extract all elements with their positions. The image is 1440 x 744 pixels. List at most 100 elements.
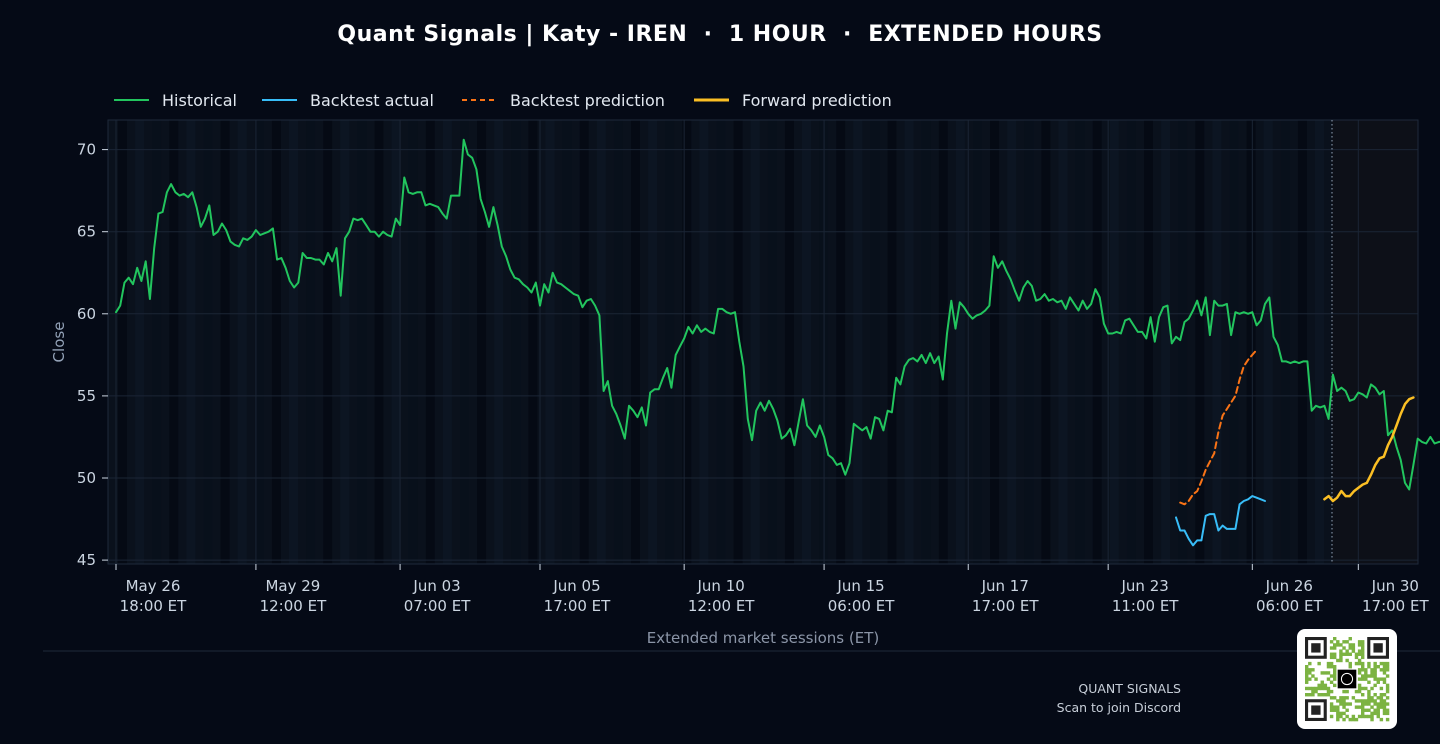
session-band (152, 120, 162, 564)
qr-module (1361, 661, 1365, 666)
session-band (648, 120, 658, 564)
qr-module (1336, 643, 1340, 647)
qr-module (1373, 702, 1377, 706)
session-band (716, 120, 726, 564)
qr-module (1370, 711, 1374, 716)
qr-module (1333, 643, 1337, 647)
footer-brand: QUANT SIGNALS (1078, 681, 1181, 696)
qr-module (1342, 652, 1346, 656)
session-band (990, 120, 1000, 564)
session-band (374, 120, 384, 564)
qr-module (1361, 655, 1365, 660)
qr-module (1308, 671, 1312, 675)
session-band (613, 120, 623, 564)
y-tick-label: 60 (77, 305, 96, 323)
qr-module (1320, 680, 1324, 684)
qr-module (1376, 696, 1380, 700)
session-band (254, 120, 264, 564)
session-band (186, 120, 196, 564)
qr-module (1370, 696, 1374, 700)
qr-module (1357, 686, 1362, 691)
qr-module (1342, 640, 1346, 644)
qr-module (1333, 652, 1337, 656)
qr-module (1361, 693, 1365, 697)
qr-module (1373, 683, 1377, 688)
qr-module (1305, 668, 1309, 672)
session-band (271, 120, 281, 564)
qr-module (1339, 643, 1343, 647)
session-band (973, 120, 982, 564)
session-band (938, 120, 948, 564)
qr-module (1345, 689, 1349, 694)
x-tick-label: Jun 05 (552, 577, 600, 595)
qr-module (1320, 693, 1324, 697)
qr-module (1320, 686, 1324, 691)
qr-module (1333, 674, 1337, 678)
qr-module (1382, 680, 1387, 684)
qr-module (1379, 705, 1384, 709)
qr-logo (1337, 669, 1357, 689)
y-tick-label: 70 (77, 141, 96, 159)
x-axis-label: Extended market sessions (ET) (647, 629, 879, 647)
session-band (1144, 120, 1153, 564)
qr-module (1385, 683, 1390, 688)
qr-module (1345, 696, 1349, 700)
qr-module (1370, 674, 1374, 678)
qr-module (1348, 665, 1352, 669)
qr-module (1385, 702, 1390, 706)
session-band (1092, 120, 1102, 564)
qr-module (1379, 661, 1384, 666)
qr-module (1333, 637, 1337, 641)
session-band (767, 120, 777, 564)
qr-code[interactable] (1297, 629, 1397, 729)
qr-module (1367, 680, 1371, 684)
qr-module (1364, 671, 1368, 675)
session-band (494, 120, 504, 564)
qr-module (1351, 646, 1356, 650)
session-band (562, 120, 572, 564)
qr-module (1382, 702, 1387, 706)
qr-module (1373, 693, 1377, 697)
qr-module (1379, 668, 1384, 672)
session-band (545, 120, 555, 564)
plot-area-border (107, 119, 1419, 565)
session-band (836, 120, 846, 564)
session-band (1024, 120, 1034, 564)
qr-module (1370, 686, 1374, 691)
qr-module (1311, 693, 1315, 697)
qr-module (1367, 699, 1371, 703)
session-band (528, 120, 538, 564)
qr-module (1382, 711, 1387, 716)
x-tick-label: 18:00 ET (120, 597, 187, 615)
session-band (203, 120, 213, 564)
session-band (237, 120, 247, 564)
qr-module (1329, 680, 1334, 684)
x-tick-label: 12:00 ET (688, 597, 755, 615)
qr-module (1361, 714, 1365, 719)
qr-module (1329, 702, 1334, 706)
qr-module (1317, 683, 1321, 688)
qr-module (1336, 714, 1340, 719)
session-band (853, 120, 863, 564)
x-tick-label: 17:00 ET (544, 597, 611, 615)
qr-module (1354, 661, 1359, 666)
qr-module (1345, 652, 1349, 656)
qr-module (1339, 714, 1343, 719)
qr-module (1348, 717, 1352, 722)
qr-module (1317, 686, 1321, 691)
x-tick-label: Jun 17 (981, 577, 1029, 595)
qr-module (1314, 689, 1318, 694)
qr-module (1308, 693, 1312, 697)
session-band (699, 120, 709, 564)
x-axis: May 26 18:00 ET May 29 12:00 ET Jun 03 07:00 … (115, 564, 1429, 615)
session-band (733, 120, 743, 564)
grid-lines (108, 120, 1418, 564)
session-band (460, 120, 469, 564)
qr-module (1336, 711, 1340, 716)
qr-module (1326, 686, 1331, 691)
session-band (682, 120, 692, 564)
qr-module (1351, 696, 1356, 700)
qr-module (1336, 708, 1340, 712)
qr-module (1323, 671, 1328, 675)
qr-module (1305, 686, 1309, 691)
